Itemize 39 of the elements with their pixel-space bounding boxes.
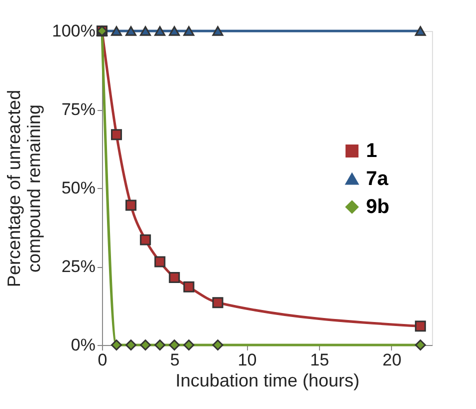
point bbox=[125, 26, 136, 36]
y-axis-title: Percentage of unreacted compound remaining bbox=[4, 90, 44, 288]
point bbox=[154, 26, 166, 36]
y-tick-label: 50% bbox=[61, 178, 96, 198]
x-tick-label: 15 bbox=[310, 350, 330, 370]
point bbox=[140, 234, 151, 246]
point bbox=[414, 320, 426, 332]
point bbox=[168, 26, 180, 36]
point bbox=[183, 281, 194, 292]
point bbox=[183, 26, 194, 36]
y-tick-label: 0% bbox=[70, 336, 96, 354]
x-tick-label: 20 bbox=[382, 350, 402, 370]
point bbox=[212, 297, 224, 308]
x-tick-label: 10 bbox=[238, 350, 257, 370]
point bbox=[414, 340, 426, 350]
point bbox=[212, 26, 224, 36]
x-axis-title: Incubation time (hours) bbox=[175, 370, 360, 390]
point bbox=[414, 26, 426, 36]
point bbox=[110, 129, 122, 140]
legend-label: 7a bbox=[366, 168, 390, 190]
point bbox=[125, 340, 136, 350]
point bbox=[168, 272, 180, 283]
y-tick-label: 100% bbox=[52, 22, 96, 40]
point bbox=[168, 340, 180, 350]
point bbox=[212, 340, 224, 350]
x-tick-label: 5 bbox=[170, 350, 180, 370]
legend-label: 9b bbox=[366, 196, 390, 218]
y-tick-label: 25% bbox=[61, 257, 96, 276]
point bbox=[154, 340, 166, 350]
point bbox=[110, 340, 122, 350]
point bbox=[140, 340, 151, 350]
legend-label: 1 bbox=[366, 140, 378, 162]
y-tick-label: 75% bbox=[61, 100, 96, 119]
point bbox=[125, 200, 136, 211]
point bbox=[110, 26, 122, 36]
point bbox=[154, 256, 166, 268]
point bbox=[183, 340, 194, 350]
point bbox=[140, 26, 151, 36]
x-tick-label: 0 bbox=[98, 350, 108, 370]
